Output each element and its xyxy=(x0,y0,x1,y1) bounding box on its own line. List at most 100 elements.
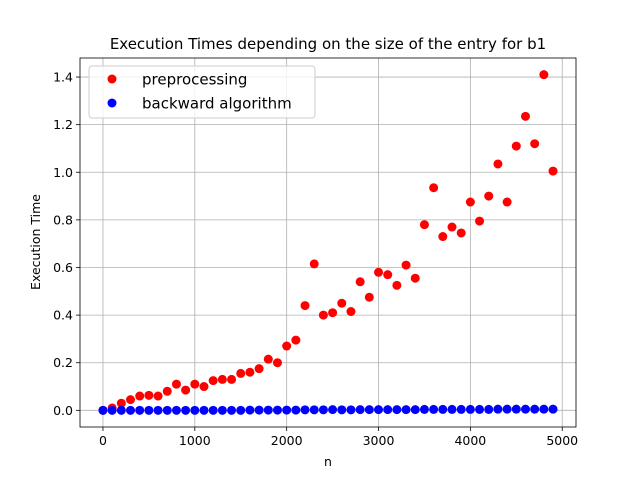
point-preprocessing xyxy=(135,391,145,401)
point-backward-algorithm xyxy=(429,404,439,414)
point-preprocessing xyxy=(199,382,209,392)
point-preprocessing xyxy=(116,398,126,408)
legend-label-backward-algorithm: backward algorithm xyxy=(142,95,292,113)
point-preprocessing xyxy=(438,232,448,242)
point-preprocessing xyxy=(162,386,172,396)
point-backward-algorithm xyxy=(245,405,255,415)
y-tick-label: 0.0 xyxy=(53,403,73,418)
point-preprocessing xyxy=(254,364,264,374)
point-preprocessing xyxy=(181,385,191,395)
point-preprocessing xyxy=(126,395,136,405)
point-backward-algorithm xyxy=(318,405,328,415)
point-backward-algorithm xyxy=(328,405,338,415)
point-backward-algorithm xyxy=(144,405,154,415)
point-backward-algorithm xyxy=(401,405,411,415)
point-preprocessing xyxy=(272,358,282,368)
point-backward-algorithm xyxy=(456,404,466,414)
point-backward-algorithm xyxy=(346,405,356,415)
point-backward-algorithm xyxy=(199,405,209,415)
point-backward-algorithm xyxy=(355,405,365,415)
point-backward-algorithm xyxy=(190,405,200,415)
point-backward-algorithm xyxy=(135,405,145,415)
point-preprocessing xyxy=(227,374,237,384)
point-preprocessing xyxy=(419,220,429,230)
point-preprocessing xyxy=(300,301,310,311)
point-backward-algorithm xyxy=(116,405,126,415)
point-preprocessing xyxy=(511,141,521,151)
y-tick-label: 1.4 xyxy=(53,70,73,85)
point-preprocessing xyxy=(328,308,338,318)
point-backward-algorithm xyxy=(254,405,264,415)
point-backward-algorithm xyxy=(162,405,172,415)
y-tick-label: 0.2 xyxy=(53,355,73,370)
point-backward-algorithm xyxy=(282,405,292,415)
point-preprocessing xyxy=(502,197,512,207)
point-preprocessing xyxy=(410,273,420,283)
legend-marker-backward-algorithm xyxy=(107,98,117,108)
point-backward-algorithm xyxy=(484,404,494,414)
point-backward-algorithm xyxy=(511,404,521,414)
point-preprocessing xyxy=(539,70,549,80)
point-preprocessing xyxy=(309,259,319,269)
point-preprocessing xyxy=(429,183,439,193)
point-preprocessing xyxy=(337,298,347,308)
point-backward-algorithm xyxy=(126,405,136,415)
x-tick-label: 4000 xyxy=(454,433,486,448)
point-backward-algorithm xyxy=(171,405,181,415)
point-preprocessing xyxy=(484,191,494,201)
point-preprocessing xyxy=(346,307,356,317)
point-preprocessing xyxy=(318,310,328,320)
point-backward-algorithm xyxy=(364,405,374,415)
point-preprocessing xyxy=(236,368,246,378)
x-axis-label: n xyxy=(324,454,332,469)
point-backward-algorithm xyxy=(539,404,549,414)
y-tick-label: 0.8 xyxy=(53,212,73,227)
y-tick-label: 1.0 xyxy=(53,165,73,180)
x-tick-label: 2000 xyxy=(271,433,303,448)
legend-box xyxy=(88,65,316,119)
point-backward-algorithm xyxy=(291,405,301,415)
legend-label-preprocessing: preprocessing xyxy=(142,71,247,89)
point-backward-algorithm xyxy=(475,404,485,414)
point-preprocessing xyxy=(475,216,485,226)
point-backward-algorithm xyxy=(419,404,429,414)
data-points xyxy=(98,70,558,415)
point-preprocessing xyxy=(530,139,540,149)
point-backward-algorithm xyxy=(227,405,237,415)
axis-ticks: 0 1000 2000 3000 4000 5000 0.0 0.2 0.4 0.6 0.8 1.0 1… xyxy=(53,70,578,448)
point-preprocessing xyxy=(548,166,558,176)
point-preprocessing xyxy=(392,280,402,290)
point-backward-algorithm xyxy=(337,405,347,415)
point-backward-algorithm xyxy=(548,404,558,414)
point-backward-algorithm xyxy=(520,404,530,414)
y-tick-label: 0.4 xyxy=(53,308,73,323)
point-preprocessing xyxy=(208,376,218,386)
point-preprocessing xyxy=(374,267,384,277)
point-preprocessing xyxy=(190,379,200,389)
point-backward-algorithm xyxy=(309,405,319,415)
point-preprocessing xyxy=(520,111,530,121)
point-backward-algorithm xyxy=(502,404,512,414)
y-tick-label: 0.6 xyxy=(53,260,73,275)
x-tick-label: 3000 xyxy=(363,433,395,448)
point-backward-algorithm xyxy=(392,405,402,415)
point-backward-algorithm xyxy=(300,405,310,415)
point-preprocessing xyxy=(383,270,393,280)
point-backward-algorithm xyxy=(208,405,218,415)
point-backward-algorithm xyxy=(217,405,227,415)
point-preprocessing xyxy=(456,228,466,238)
point-backward-algorithm xyxy=(181,405,191,415)
y-axis-label: Execution Time xyxy=(28,194,43,290)
point-backward-algorithm xyxy=(447,404,457,414)
point-preprocessing xyxy=(401,260,411,270)
legend: preprocessing backward algorithm xyxy=(88,65,316,119)
point-backward-algorithm xyxy=(236,405,246,415)
point-preprocessing xyxy=(153,391,163,401)
point-backward-algorithm xyxy=(410,405,420,415)
point-backward-algorithm xyxy=(98,405,108,415)
point-preprocessing xyxy=(364,292,374,302)
point-preprocessing xyxy=(245,367,255,377)
point-backward-algorithm xyxy=(383,405,393,415)
point-preprocessing xyxy=(217,374,227,384)
grid-lines xyxy=(80,58,576,427)
